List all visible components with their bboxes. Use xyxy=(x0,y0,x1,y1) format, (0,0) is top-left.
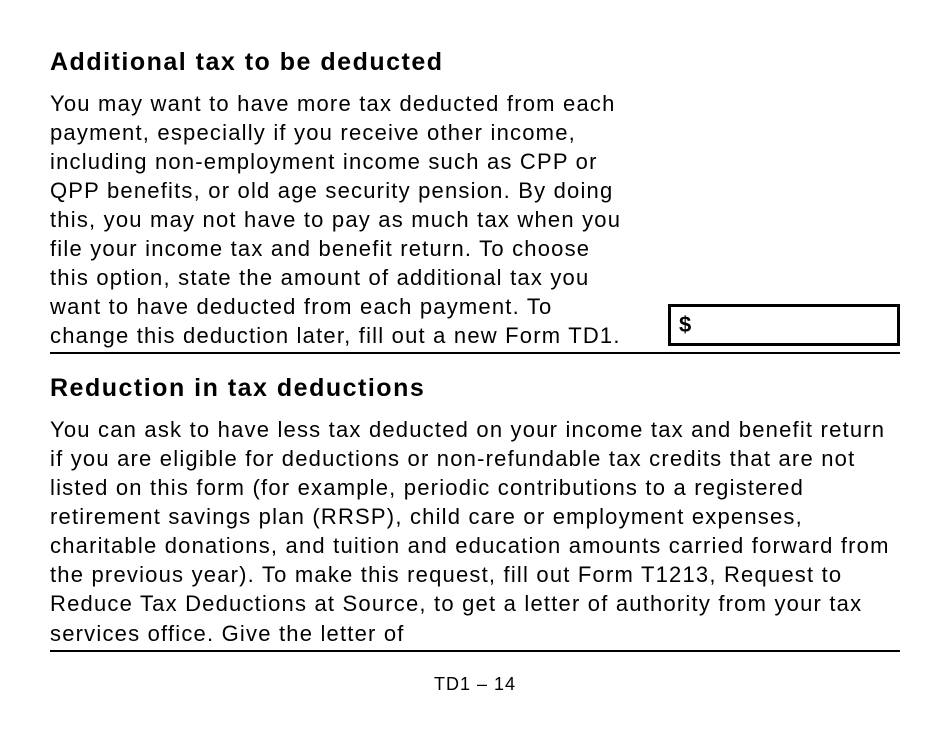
section-additional-tax: Additional tax to be deducted You may wa… xyxy=(50,48,900,354)
additional-tax-amount-input[interactable]: $ xyxy=(668,304,900,346)
section1-row: Additional tax to be deducted You may wa… xyxy=(50,48,900,354)
currency-symbol: $ xyxy=(679,312,692,338)
section1-text-column: Additional tax to be deducted You may wa… xyxy=(50,48,626,350)
page-number-label: TD1 – 14 xyxy=(434,674,516,694)
section2-heading: Reduction in tax deductions xyxy=(50,374,900,403)
section2-body: You can ask to have less tax deducted on… xyxy=(50,415,900,647)
section1-body: You may want to have more tax deducted f… xyxy=(50,89,626,350)
page-footer: TD1 – 14 xyxy=(50,674,900,695)
amount-box-column: $ xyxy=(668,304,900,350)
section-reduction-deductions: Reduction in tax deductions You can ask … xyxy=(50,374,900,651)
section1-heading: Additional tax to be deducted xyxy=(50,48,626,77)
form-page: Additional tax to be deducted You may wa… xyxy=(0,0,950,733)
